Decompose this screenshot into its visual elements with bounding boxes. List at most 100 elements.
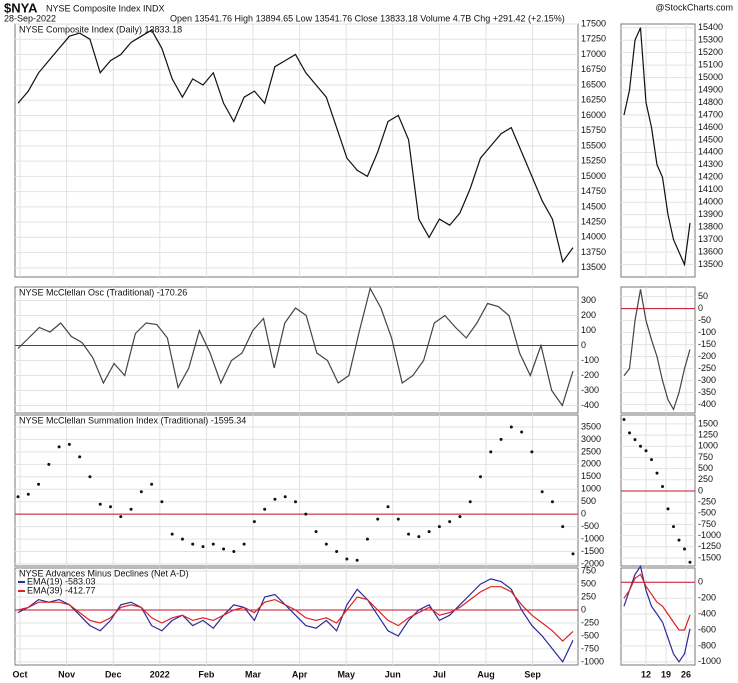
series-line [623,573,691,631]
dot [550,500,554,504]
x-tick-label: Jun [385,669,401,679]
y-tick-label: 15400 [698,22,723,32]
y-tick-label: 15500 [581,140,606,150]
panel [14,414,579,567]
series-line [623,564,691,663]
y-tick-label: -500 [581,521,599,531]
series-line [17,586,574,642]
y-tick-label: 500 [581,578,596,588]
y-tick-label: 14600 [698,122,723,132]
panel-legend: NYSE McClellan Summation Index (Traditio… [19,415,246,425]
dot [628,431,631,435]
y-tick-label: 3500 [581,421,601,431]
x-tick-label: Jul [433,669,446,679]
y-tick-label: 14250 [581,217,606,227]
y-tick-label: -2000 [581,558,604,568]
y-tick-label: 14500 [581,201,606,211]
y-tick-label: 13900 [698,209,723,219]
y-tick-label: 13500 [581,262,606,272]
dot [304,512,308,516]
dot [396,517,400,521]
x-tick-label: Feb [198,669,215,679]
y-tick-label: -750 [698,519,716,529]
dot [201,545,205,549]
legend-entry: EMA(39) -412.77 [27,585,96,595]
y-tick-label: 14200 [698,172,723,182]
y-tick-label: -1000 [698,530,721,540]
dot [639,444,642,448]
y-tick-label: -1000 [698,656,721,666]
y-tick-label: 13600 [698,246,723,256]
panel-legend: NYSE Advances Minus Declines (Net A-D) [19,568,189,578]
y-tick-label: -200 [698,351,716,361]
y-tick-label: -400 [581,400,599,410]
x-tick-label: Apr [292,669,308,679]
y-tick-label: 15300 [698,35,723,45]
dot [314,530,318,534]
y-tick-label: 3000 [581,434,601,444]
dot [520,430,524,434]
dot [509,425,513,429]
dot [540,490,544,494]
dot [622,417,626,421]
y-tick-label: 17250 [581,34,606,44]
dot [386,505,390,509]
y-tick-label: 500 [581,496,596,506]
dot [335,550,339,554]
dot [283,495,287,499]
y-tick-label: 300 [581,295,596,305]
dot [263,507,267,511]
x-tick-label: 12 [641,669,651,679]
y-tick-label: 200 [581,310,596,320]
y-tick-label: -1250 [698,541,721,551]
y-tick-label: 14500 [698,134,723,144]
y-tick-label: -800 [698,640,716,650]
dot [448,520,452,524]
y-tick-label: 750 [581,565,596,575]
x-tick-label: Sep [524,669,541,679]
y-tick-label: 16000 [581,110,606,120]
panel-legend: NYSE Composite Index (Daily) 13833.18 [19,24,182,34]
y-tick-label: 15750 [581,125,606,135]
x-tick-label: Mar [245,669,262,679]
date: 28-Sep-2022 [4,13,56,23]
dot [407,532,411,536]
quote: Open 13541.76 High 13894.65 Low 13541.76… [170,13,565,23]
dot [427,530,431,534]
dot [294,500,297,504]
dot [26,492,30,496]
dot [468,500,472,504]
y-tick-label: 2500 [581,446,601,456]
y-tick-label: 100 [581,325,596,335]
y-tick-label: 0 [698,303,703,313]
dot [489,450,493,454]
y-tick-label: 14000 [581,232,606,242]
y-tick-label: 15100 [698,60,723,70]
dot [222,547,226,551]
y-tick-label: -250 [698,363,716,373]
y-tick-label: -200 [581,370,599,380]
dot [650,458,653,462]
panel [620,23,696,278]
y-tick-label: -350 [698,387,716,397]
y-tick-label: -500 [698,508,716,518]
dot [655,471,659,475]
y-tick-label: 13800 [698,222,723,232]
y-tick-label: 16250 [581,95,606,105]
y-tick-label: 750 [698,452,713,462]
dot [109,505,112,509]
y-tick-label: 15000 [581,171,606,181]
dot [437,525,441,529]
y-tick-label: 250 [698,474,713,484]
dot [355,558,359,562]
dot [561,525,565,529]
panel-legend: NYSE McClellan Osc (Traditional) -170.26 [19,287,187,297]
dot [211,542,215,546]
y-tick-label: 14750 [581,186,606,196]
dot [644,449,648,453]
dot [499,437,503,441]
y-tick-label: 13700 [698,234,723,244]
y-tick-label: 0 [698,577,703,587]
y-tick-label: -750 [581,643,599,653]
